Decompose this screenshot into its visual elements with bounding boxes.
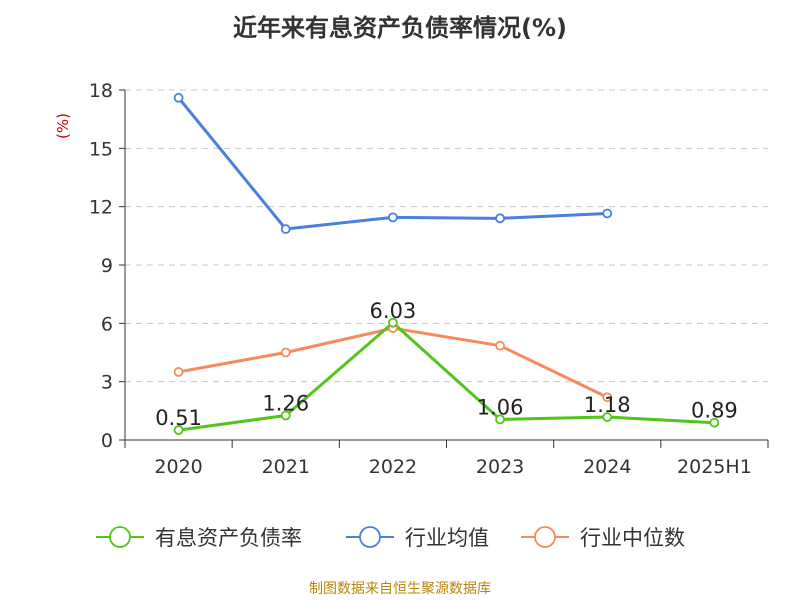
legend-swatch-marker (109, 526, 131, 548)
x-tick-label: 2025H1 (677, 456, 752, 478)
series-points (173, 92, 720, 435)
legend-label: 行业中位数 (580, 526, 685, 550)
data-point (602, 412, 613, 422)
source-note: 制图数据来自恒生聚源数据库 (309, 581, 491, 597)
data-point (280, 347, 291, 358)
x-tick-label: 2020 (154, 456, 202, 478)
y-tick-label: 15 (89, 138, 113, 160)
x-tick-label: 2024 (583, 456, 631, 478)
series-line (177, 96, 608, 231)
data-point (388, 212, 398, 223)
series-line (178, 326, 608, 399)
data-point (388, 317, 398, 328)
y-tick-label: 12 (89, 197, 113, 219)
legend-item: 行业均值 (346, 526, 489, 550)
axes (119, 89, 769, 448)
data-point (495, 340, 505, 351)
data-point (602, 208, 613, 219)
legend-swatch-marker (534, 526, 556, 548)
grid-lines (125, 89, 768, 383)
x-tick-label: 2023 (476, 456, 524, 478)
data-labels: 0.51 1.26 6.03 1.06 1.18 0.89 (155, 299, 738, 430)
y-tick-label: 0 (101, 430, 113, 452)
series-lines (177, 96, 715, 432)
legend-item: 有息资产负债率 (96, 526, 302, 550)
data-point (280, 410, 291, 421)
y-tick-labels: 0 3 6 9 12 15 18 (89, 80, 113, 452)
y-tick-label: 18 (89, 80, 113, 102)
legend-item: 行业中位数 (521, 526, 685, 550)
y-axis-label: (%) (54, 113, 72, 139)
legend-label: 行业均值 (405, 526, 489, 550)
legend-label: 有息资产负债率 (155, 526, 302, 550)
x-tick-label: 2021 (262, 456, 310, 478)
legend: 有息资产负债率 行业均值 行业中位数 (96, 526, 685, 550)
data-point (173, 425, 184, 435)
data-point (709, 417, 720, 428)
chart-title: 近年来有息资产负债率情况(%) (233, 14, 567, 42)
data-label: 1.18 (584, 393, 631, 417)
data-label: 0.89 (691, 399, 738, 423)
data-label: 0.51 (155, 406, 202, 430)
x-tick-labels: 2020 2021 2022 2023 2024 2025H1 (154, 456, 751, 478)
legend-swatch-marker (359, 526, 381, 548)
data-point (495, 414, 505, 425)
data-label: 1.26 (262, 392, 309, 416)
data-label: 1.06 (477, 395, 524, 419)
data-point (280, 224, 291, 234)
series-line (178, 321, 715, 432)
data-point (495, 213, 505, 224)
y-tick-label: 6 (101, 313, 113, 335)
data-point (173, 367, 184, 377)
data-point (173, 92, 184, 103)
x-tick-label: 2022 (369, 456, 417, 478)
data-label: 6.03 (370, 299, 417, 323)
data-point (602, 392, 613, 403)
y-tick-label: 9 (101, 255, 113, 277)
y-tick-label: 3 (101, 372, 113, 394)
